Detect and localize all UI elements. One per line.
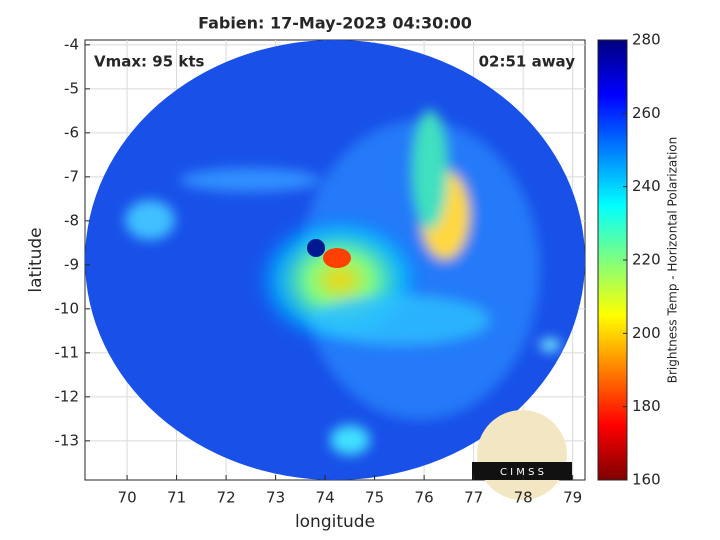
y-tick-label: -11 <box>55 343 80 361</box>
colorbar-tick-label: 240 <box>632 177 661 195</box>
x-tick-label: 73 <box>266 489 285 507</box>
y-axis-label: latitude <box>26 227 46 292</box>
colorbar <box>597 39 628 481</box>
colorbar-label: Brightness Temp - Horizontal Polarizatio… <box>666 137 680 384</box>
y-tick-label: -8 <box>64 211 79 229</box>
colorbar-tick-label: 200 <box>632 324 661 342</box>
y-tick-label: -10 <box>55 299 80 317</box>
annotation: Vmax: 95 kts <box>94 53 204 71</box>
swath-image <box>85 40 585 480</box>
colorbar-tick-label: 220 <box>632 251 661 269</box>
x-tick-label: 74 <box>316 489 335 507</box>
colorbar-tick-label: 160 <box>632 471 661 489</box>
x-tick-label: 79 <box>563 489 582 507</box>
colorbar-tick-label: 180 <box>632 397 661 415</box>
x-tick-label: 72 <box>217 489 236 507</box>
annotation: 02:51 away <box>479 53 576 71</box>
y-tick-label: -12 <box>55 387 80 405</box>
x-tick-label: 77 <box>464 489 483 507</box>
chart-title: Fabien: 17-May-2023 04:30:00 <box>198 14 472 33</box>
y-tick-label: -7 <box>64 167 79 185</box>
x-tick-label: 70 <box>118 489 137 507</box>
y-tick-label: -4 <box>64 35 79 53</box>
x-tick-label: 71 <box>167 489 186 507</box>
x-tick-label: 78 <box>514 489 533 507</box>
y-tick-label: -13 <box>55 431 80 449</box>
colorbar-tick-label: 280 <box>632 31 661 49</box>
y-tick-label: -9 <box>64 255 79 273</box>
x-tick-label: 76 <box>415 489 434 507</box>
colorbar-tick-label: 260 <box>632 104 661 122</box>
cimss-logo: C I M S S <box>472 410 572 500</box>
y-tick-label: -6 <box>64 123 79 141</box>
y-tick-label: -5 <box>64 79 79 97</box>
x-tick-label: 75 <box>365 489 384 507</box>
x-axis-label: longitude <box>295 512 375 532</box>
logo-text: C I M S S <box>500 467 544 478</box>
